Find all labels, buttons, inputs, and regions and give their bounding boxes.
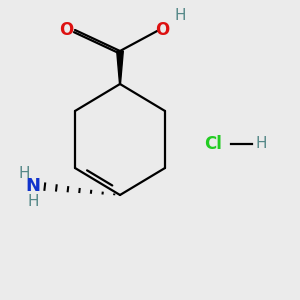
Text: Cl: Cl bbox=[204, 135, 222, 153]
Text: H: H bbox=[27, 194, 39, 208]
Text: H: H bbox=[174, 8, 186, 22]
Text: O: O bbox=[155, 21, 169, 39]
Polygon shape bbox=[117, 51, 123, 84]
Text: O: O bbox=[59, 21, 73, 39]
Text: H: H bbox=[18, 167, 30, 182]
Text: H: H bbox=[255, 136, 267, 152]
Text: N: N bbox=[26, 177, 40, 195]
